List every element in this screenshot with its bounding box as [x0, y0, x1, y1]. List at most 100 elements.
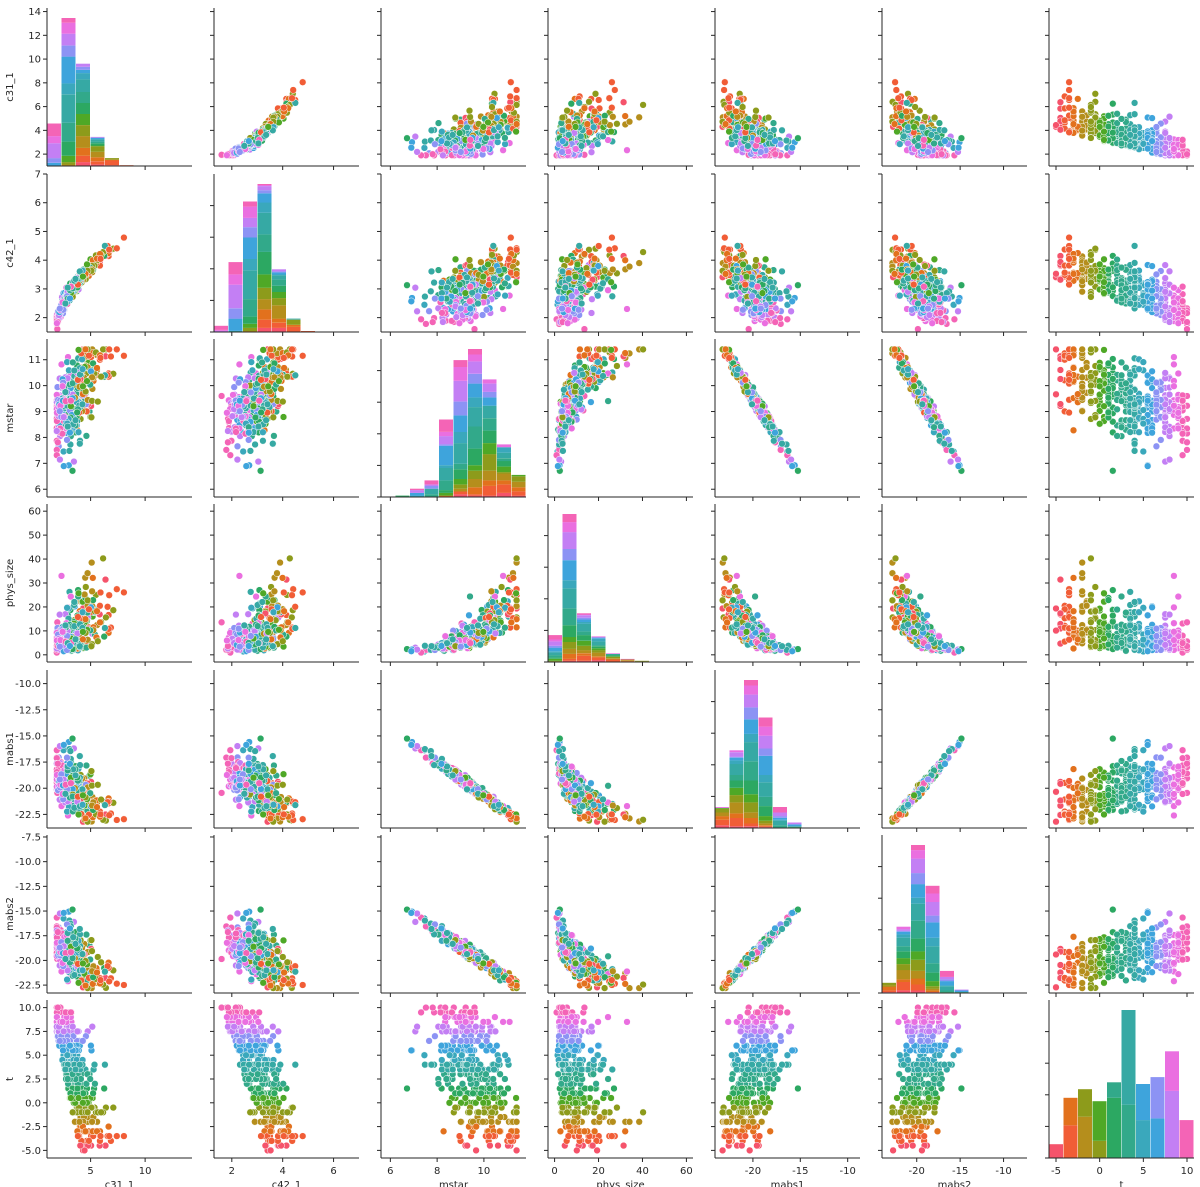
- scatter-point: [795, 282, 802, 289]
- hist-bar: [47, 158, 61, 163]
- scatter-point: [753, 298, 760, 305]
- scatter-point: [743, 273, 750, 280]
- scatter-point: [480, 124, 487, 131]
- scatter-point: [263, 132, 270, 139]
- scatter-point: [931, 295, 938, 302]
- hist-bar: [229, 285, 243, 309]
- scatter-point: [224, 152, 231, 159]
- y-tick-label: 2: [35, 150, 41, 161]
- scatter-point: [608, 128, 615, 135]
- scatter-point: [931, 256, 938, 263]
- scatter-point: [912, 104, 919, 111]
- scatter-point: [1096, 124, 1103, 131]
- hist-bar: [287, 325, 301, 327]
- scatter-point: [721, 79, 728, 86]
- scatter-point: [427, 288, 434, 295]
- hist-bar: [272, 276, 286, 280]
- panel-c42_1-vs-mabs1: [711, 174, 860, 336]
- scatter-point: [121, 234, 128, 241]
- scatter-point: [494, 291, 501, 298]
- scatter-point: [728, 292, 735, 299]
- scatter-point: [759, 290, 766, 297]
- scatter-point: [588, 149, 595, 156]
- scatter-point: [743, 124, 750, 131]
- scatter-point: [903, 255, 910, 262]
- scatter-point: [955, 308, 962, 315]
- hist-bar: [76, 73, 90, 79]
- hist-bar: [47, 136, 61, 143]
- scatter-point: [506, 256, 513, 263]
- scatter-point: [429, 319, 436, 326]
- scatter-point: [438, 128, 445, 135]
- scatter-point: [452, 114, 459, 121]
- scatter-point: [753, 107, 760, 114]
- scatter-point: [513, 279, 520, 286]
- hist-bar: [105, 161, 119, 166]
- scatter-point: [742, 281, 749, 288]
- scatter-point: [620, 99, 627, 106]
- hist-bar: [91, 142, 105, 144]
- scatter-point: [500, 147, 507, 154]
- scatter-point: [921, 283, 928, 290]
- scatter-point: [485, 261, 492, 268]
- scatter-point: [414, 308, 421, 315]
- hist-bar: [214, 330, 228, 331]
- hist-bar: [76, 162, 90, 166]
- scatter-point: [513, 128, 520, 135]
- y-tick-label: 8: [35, 78, 41, 89]
- scatter-point: [568, 100, 575, 107]
- scatter-point: [241, 143, 248, 150]
- scatter-point: [255, 140, 262, 147]
- scatter-point: [1057, 126, 1064, 133]
- hist-bar: [272, 274, 286, 275]
- hist-bar: [76, 79, 90, 92]
- hist-bar: [243, 328, 257, 331]
- scatter-point: [745, 143, 752, 150]
- scatter-point: [408, 144, 415, 151]
- hist-bar: [229, 308, 243, 318]
- scatter-point: [1127, 143, 1134, 150]
- scatter-point: [739, 252, 746, 259]
- hist-bar: [272, 305, 286, 318]
- hist-bar: [243, 270, 257, 299]
- scatter-point: [64, 284, 71, 291]
- scatter-point: [502, 141, 509, 148]
- scatter-point: [1066, 87, 1073, 94]
- scatter-point: [903, 100, 910, 107]
- hist-bar: [272, 271, 286, 272]
- scatter-point: [955, 298, 962, 305]
- hist-bar: [272, 269, 286, 271]
- hist-bar: [62, 23, 76, 34]
- hist-bar: [47, 124, 61, 137]
- panel-c31_1-vs-phys_size: [544, 8, 693, 170]
- scatter-point: [507, 79, 514, 86]
- scatter-point: [572, 124, 579, 131]
- scatter-point: [732, 255, 739, 262]
- scatter-point: [1109, 100, 1116, 107]
- scatter-point: [938, 319, 945, 326]
- scatter-point: [502, 292, 509, 299]
- scatter-point: [500, 306, 507, 313]
- scatter-point: [726, 104, 733, 111]
- scatter-point: [299, 79, 306, 86]
- scatter-point: [931, 140, 938, 147]
- scatter-point: [921, 137, 928, 144]
- hist-bar: [229, 274, 243, 284]
- scatter-point: [905, 124, 912, 131]
- scatter-point: [491, 275, 498, 282]
- scatter-point: [1066, 129, 1073, 136]
- scatter-point: [444, 284, 451, 291]
- hist-bar: [243, 218, 257, 227]
- scatter-point: [496, 108, 503, 115]
- scatter-point: [265, 124, 272, 131]
- scatter-point: [586, 281, 593, 288]
- hist-bar: [91, 143, 105, 145]
- scatter-point: [422, 293, 429, 300]
- scatter-point: [609, 113, 616, 120]
- scatter-point: [568, 293, 575, 300]
- scatter-point: [449, 132, 456, 139]
- scatter-point: [1057, 99, 1064, 106]
- hist-bar: [243, 299, 257, 317]
- scatter-point: [502, 280, 509, 287]
- scatter-point: [919, 274, 926, 281]
